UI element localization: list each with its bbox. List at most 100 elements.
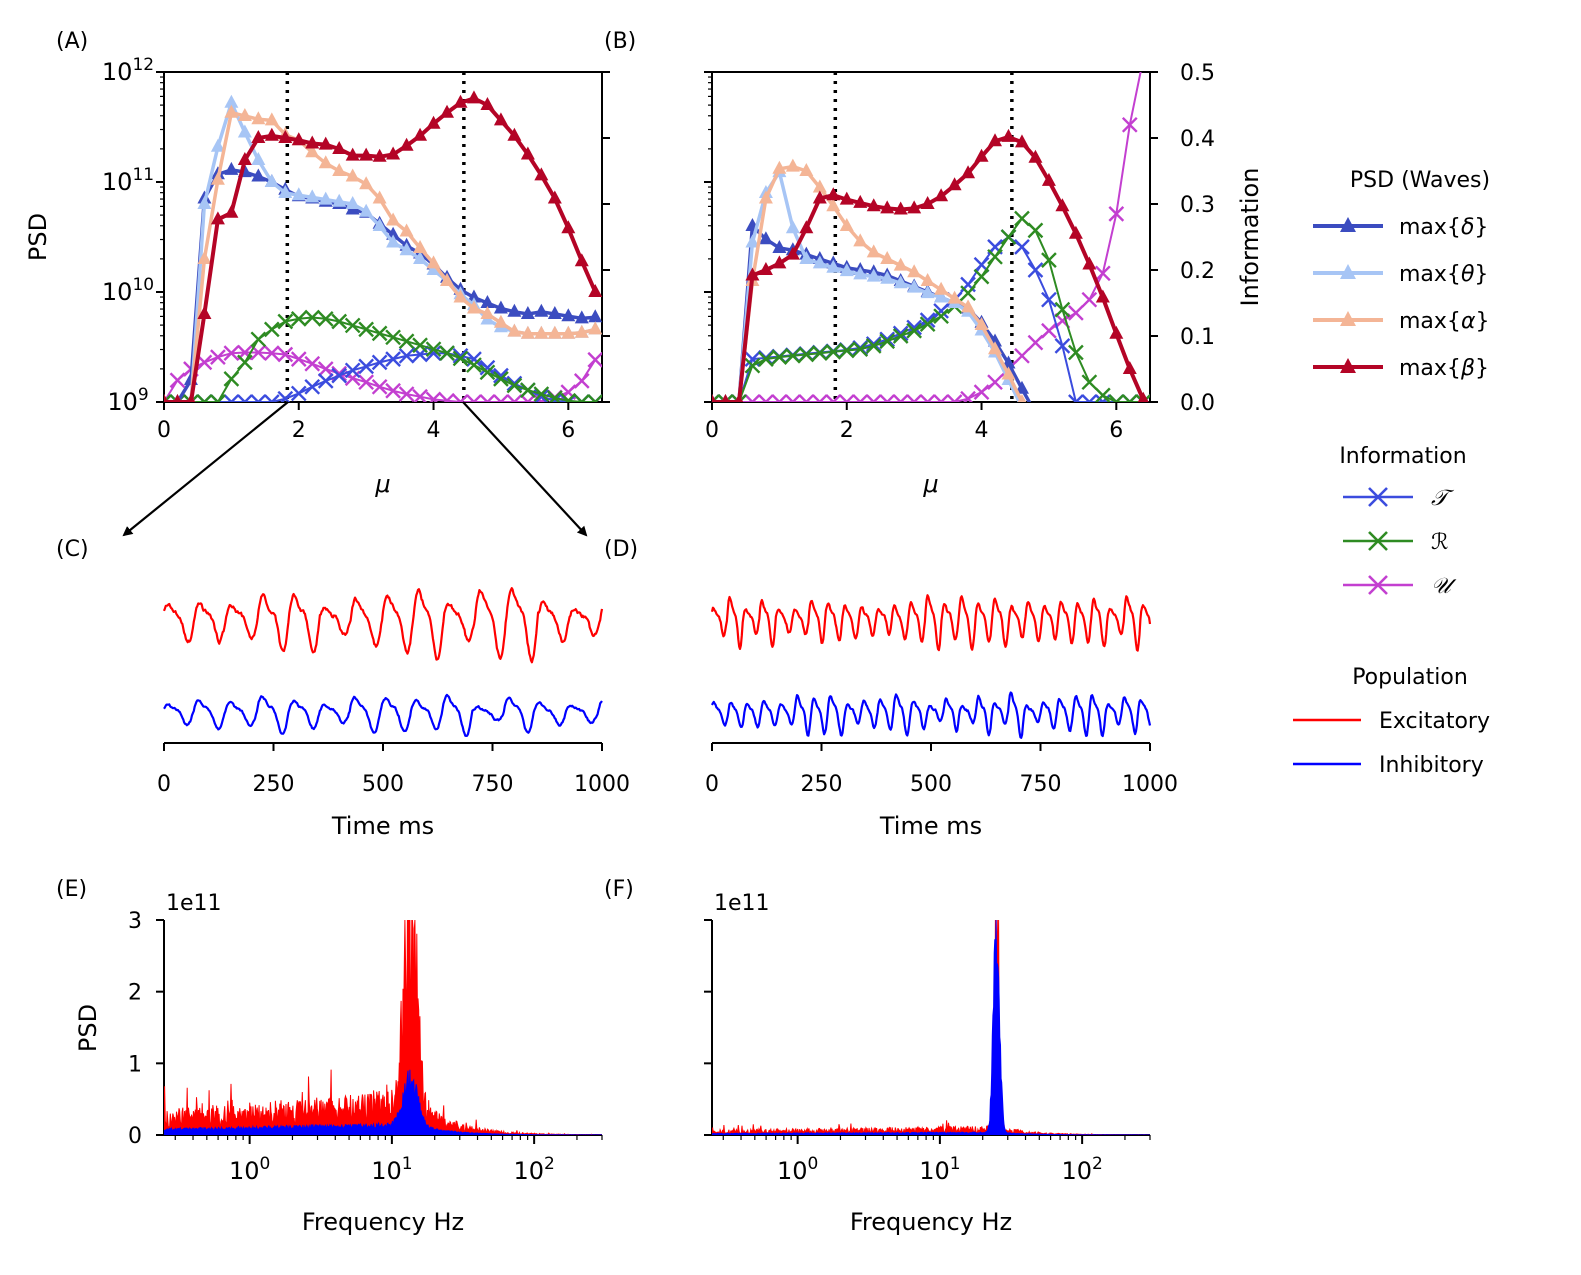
panel-a-info-marker-stroke — [385, 329, 401, 346]
panel-b-psd-theta-point — [1028, 422, 1042, 435]
panel-a-psd-alpha-point — [574, 324, 589, 338]
panel-b-info-marker-stroke — [987, 374, 1003, 391]
panel-b-psd-beta-point — [961, 165, 976, 179]
panel-a-info-U-point — [385, 382, 401, 399]
legend-wave-symbol: δ — [1461, 215, 1474, 240]
panel-d-inhibitory-trace — [711, 691, 1152, 739]
panel-a-ytick-label-base: 10 — [102, 278, 133, 306]
panel-b-info-R-point — [825, 343, 842, 360]
panel-b-info-R-point — [1014, 210, 1030, 227]
panel-a-info-T-point — [237, 394, 253, 402]
panel-b-info-marker-stroke — [791, 394, 801, 402]
panel-a-info-marker-stroke — [398, 347, 415, 364]
panel-b-psd-beta-point — [947, 177, 962, 191]
panel-b-psd-theta-point — [853, 266, 868, 280]
panel-b-psd-beta-point — [1041, 172, 1056, 186]
legend-wave-symbol: α — [1461, 309, 1476, 334]
panel-a-info-R-point — [317, 310, 334, 327]
panel-a-psd-alpha-point — [547, 325, 562, 339]
arrow-to-panel-c — [122, 401, 289, 537]
panel-a-info-marker-stroke — [189, 394, 199, 402]
panel-a-ytick-label-base: 10 — [107, 388, 138, 416]
panel-a-info-marker-stroke — [425, 341, 442, 358]
panel-b-psd-theta-point — [785, 220, 800, 234]
panel-b-psd-alpha-point — [1109, 504, 1123, 517]
panel-e-inhibitory-spectrum — [164, 1069, 602, 1135]
panel-a-info-T-point — [263, 394, 280, 402]
panel-a-info-marker-stroke — [493, 367, 509, 384]
panel-a-info-U-point — [412, 388, 428, 402]
panel-a-info-marker-stroke — [425, 345, 442, 362]
panel-b-info-marker-stroke — [852, 394, 862, 402]
panel-b-psd-alpha-point — [907, 264, 922, 278]
panel-b-info-marker-stroke — [1094, 394, 1105, 402]
panel-b-info-marker-stroke — [1014, 347, 1030, 364]
panel-b-info-marker-stroke — [831, 394, 842, 402]
panel-b-info-R-point — [731, 394, 747, 402]
panel-b-info-R-point — [879, 333, 896, 350]
panel-b-info-marker-stroke — [1094, 265, 1111, 282]
panel-a-psd-beta-point — [186, 394, 196, 402]
panel-b-info-marker-stroke — [798, 394, 809, 402]
panel-b-info-U-point — [1121, 116, 1138, 133]
panel-b-psd-beta-point — [812, 190, 827, 204]
panel-b-info-U-point — [865, 394, 882, 402]
panel-a-info-marker-stroke — [223, 394, 234, 402]
legend-pop-label: Excitatory — [1379, 709, 1490, 734]
panel-a-psd-alpha-point — [413, 240, 428, 253]
panel-b-info-marker-stroke — [865, 336, 882, 352]
panel-b-xtick-label: 2 — [840, 418, 854, 443]
panel-a-info-marker-stroke — [385, 351, 401, 367]
panel-b-psd-beta-point — [907, 200, 922, 214]
panel-a-info-marker-stroke — [183, 394, 193, 402]
panel-b-info-R-point — [717, 394, 734, 402]
panel-a-info-marker-stroke — [196, 394, 207, 402]
panel-b-psd-beta-point — [988, 133, 1003, 147]
panel-a-info-marker-stroke — [358, 321, 375, 338]
panel-b-info-U-point — [771, 394, 788, 402]
panel-a-info-U-point — [304, 355, 321, 372]
panel-a-info-marker-stroke — [493, 371, 509, 387]
panel-b-info-U-point — [879, 394, 896, 402]
panel-a-info-marker-stroke — [250, 394, 261, 402]
legend-wave-marker — [1340, 358, 1356, 373]
panel-a-psd-beta-point — [197, 306, 212, 319]
panel-a-psd-beta-point — [507, 127, 522, 141]
panel-a-psd-theta-point — [318, 191, 333, 205]
panel-a-psd-beta-point — [426, 115, 441, 129]
panel-a-psd-beta-point — [173, 394, 182, 402]
panel-d-xtick-label: 500 — [910, 772, 952, 797]
legend-wave-delta: max{δ} — [1313, 215, 1488, 240]
panel-a-psd-beta-point — [305, 135, 320, 149]
panel-b-info-marker-stroke — [785, 394, 795, 402]
panel-a-info-marker-stroke — [280, 390, 294, 402]
panel-a-xtick-label: 0 — [157, 418, 171, 443]
panel-a-info-marker-stroke — [452, 347, 469, 364]
panel-b-info-R-point — [1000, 229, 1017, 245]
panel-b-psd-theta-point — [1136, 504, 1150, 517]
panel-label-e: (E) — [56, 877, 87, 902]
panel-b-psd-theta-point — [1082, 499, 1096, 512]
panel-b-psd-alpha-point — [1136, 504, 1150, 517]
panel-b-psd-beta-point — [1095, 289, 1110, 303]
panel-a-info-U-point — [466, 394, 482, 402]
panel-b-psd-theta-point — [745, 234, 760, 248]
panel-a-psd-delta-point — [224, 161, 239, 175]
legend-wave-alpha: max{α} — [1313, 309, 1489, 334]
panel-b-info-R-point — [960, 285, 976, 301]
panel-b-info-marker-stroke — [925, 394, 936, 402]
panel-a-info-marker-stroke — [526, 394, 536, 402]
panel-a-info-U-point — [493, 394, 509, 402]
panel-a-ytick-label-exp: 11 — [132, 165, 154, 185]
panel-a-psd-beta-point — [399, 137, 414, 151]
panel-b-info-U-point — [906, 394, 923, 402]
panel-a-info-R-point — [164, 394, 172, 402]
panel-a-info-R-point — [331, 313, 348, 330]
panel-a-info-marker-stroke — [466, 357, 482, 373]
panel-a-info-U-point — [317, 361, 334, 377]
panel-b-info-U-point — [785, 394, 801, 402]
legend-wave-symbol: θ — [1461, 262, 1475, 287]
panel-c-xtick-label: 0 — [157, 772, 171, 797]
panel-f-xtick-label-exp: 0 — [807, 1154, 818, 1174]
panel-b-psd-delta-point — [1082, 493, 1096, 506]
